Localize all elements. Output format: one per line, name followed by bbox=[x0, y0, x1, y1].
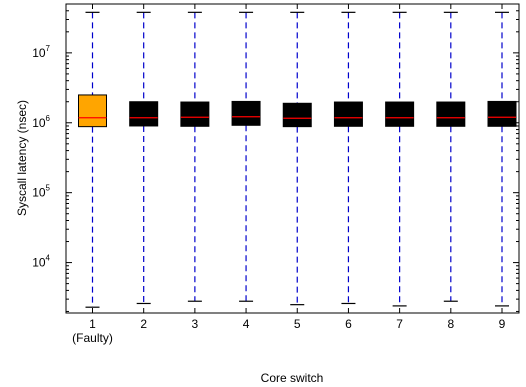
x-tick-label: 8 bbox=[447, 317, 454, 331]
iqr-box bbox=[231, 100, 261, 126]
box-9 bbox=[487, 11, 517, 307]
x-tick-sublabel: (Faulty) bbox=[72, 331, 113, 345]
box-7 bbox=[385, 11, 415, 307]
x-tick-label: 7 bbox=[396, 317, 403, 331]
box-8 bbox=[436, 11, 466, 302]
iqr-box bbox=[282, 102, 312, 128]
y-tick-label: 105 bbox=[32, 184, 50, 200]
x-tick-label: 4 bbox=[243, 317, 250, 331]
plot-frame bbox=[65, 3, 520, 314]
x-axis-label: Core switch bbox=[261, 371, 324, 385]
box-4 bbox=[231, 11, 261, 302]
x-tick-label: 9 bbox=[499, 317, 506, 331]
x-tick-label: 1 bbox=[89, 317, 96, 331]
y-tick-label: 107 bbox=[32, 44, 50, 60]
x-tick-label: 5 bbox=[294, 317, 301, 331]
x-axis-ticks: 1(Faulty) 2 3 4 5 6 7 8 9 bbox=[72, 4, 506, 345]
x-tick-label: 6 bbox=[345, 317, 352, 331]
box-series bbox=[78, 11, 517, 308]
iqr-box bbox=[487, 100, 517, 127]
iqr-box bbox=[333, 101, 363, 127]
y-tick-label: 106 bbox=[32, 114, 50, 130]
box-5 bbox=[282, 11, 312, 306]
box-3 bbox=[180, 11, 210, 302]
iqr-box bbox=[78, 94, 107, 128]
box-2 bbox=[129, 11, 159, 305]
x-tick-label: 2 bbox=[140, 317, 147, 331]
box-1 bbox=[78, 11, 107, 308]
iqr-box bbox=[129, 101, 159, 127]
iqr-box bbox=[385, 101, 415, 127]
x-tick-label: 3 bbox=[192, 317, 199, 331]
y-axis-label: Syscall latency (nsec) bbox=[15, 100, 29, 216]
box-6 bbox=[333, 11, 363, 305]
y-tick-label: 104 bbox=[32, 254, 50, 270]
iqr-box bbox=[180, 101, 210, 127]
y-axis-ticks: 104 105 106 107 bbox=[32, 3, 519, 312]
iqr-box bbox=[436, 101, 466, 127]
